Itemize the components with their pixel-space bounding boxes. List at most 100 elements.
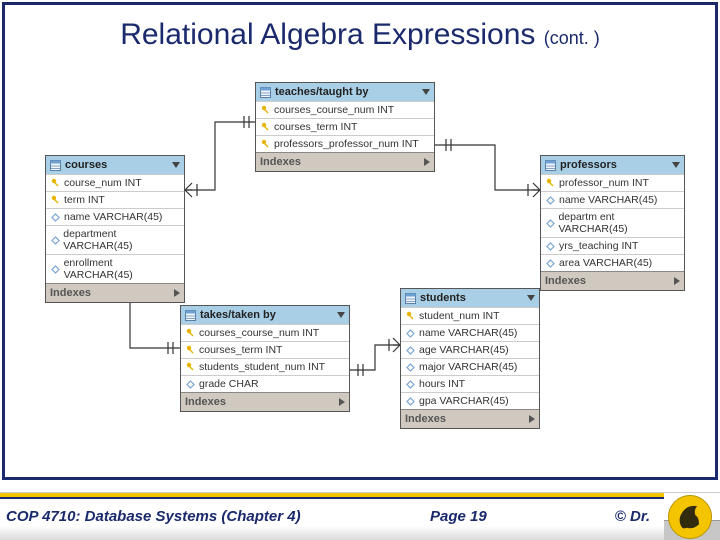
table-icon [50, 160, 61, 171]
column-text: term INT [64, 194, 105, 206]
entity-column: yrs_teaching INT [541, 237, 684, 254]
entity-column: professor_num INT [541, 174, 684, 191]
entity-column: gpa VARCHAR(45) [401, 392, 539, 409]
entity-column: enrollment VARCHAR(45) [46, 254, 184, 283]
collapse-icon [172, 162, 180, 168]
column-text: professor_num INT [559, 177, 649, 189]
entity-column: professors_professor_num INT [256, 135, 434, 152]
diamond-icon [405, 345, 416, 356]
indexes-label: Indexes [50, 287, 91, 299]
indexes-label: Indexes [405, 413, 446, 425]
entity-teaches: teaches/taught by courses_course_num INT c… [255, 82, 435, 172]
entity-column: name VARCHAR(45) [401, 324, 539, 341]
entity-column: courses_course_num INT [256, 101, 434, 118]
diamond-icon [545, 241, 556, 252]
key-icon [185, 328, 196, 339]
entity-column: grade CHAR [181, 375, 349, 392]
column-text: students_student_num INT [199, 361, 325, 373]
column-text: student_num INT [419, 310, 500, 322]
title-cont: (cont. ) [544, 28, 600, 48]
column-text: department VARCHAR(45) [63, 228, 180, 252]
page-title: Relational Algebra Expressions (cont. ) [0, 18, 720, 52]
indexes-label: Indexes [545, 275, 586, 287]
entity-column: students_student_num INT [181, 358, 349, 375]
column-text: name VARCHAR(45) [419, 327, 517, 339]
column-text: courses_term INT [199, 344, 282, 356]
diamond-icon [405, 396, 416, 407]
entity-header-takes: takes/taken by [181, 306, 349, 324]
entity-column: courses_term INT [181, 341, 349, 358]
title-main: Relational Algebra Expressions [120, 18, 535, 51]
key-icon [260, 105, 271, 116]
entity-column: courses_term INT [256, 118, 434, 135]
footer-course: COP 4710: Database Systems (Chapter 4) [6, 508, 301, 525]
key-icon [185, 345, 196, 356]
table-icon [405, 293, 416, 304]
entity-courses: courses course_num INT term INT name VARCHA… [45, 155, 185, 303]
entity-column: course_num INT [46, 174, 184, 191]
er-canvas: courses course_num INT term INT name VARCHA… [0, 70, 720, 490]
entity-indexes: Indexes [541, 271, 684, 290]
entity-indexes: Indexes [46, 283, 184, 302]
expand-icon [339, 398, 345, 406]
collapse-icon [422, 89, 430, 95]
column-text: course_num INT [64, 177, 142, 189]
column-text: courses_term INT [274, 121, 357, 133]
column-text: name VARCHAR(45) [64, 211, 162, 223]
table-icon [260, 87, 271, 98]
footer-page: Page 19 [430, 508, 487, 525]
diamond-icon [50, 212, 61, 223]
column-text: courses_course_num INT [274, 104, 394, 116]
diamond-icon [405, 379, 416, 390]
entity-title: professors [560, 159, 617, 171]
table-icon [545, 160, 556, 171]
key-icon [50, 195, 61, 206]
entity-indexes: Indexes [401, 409, 539, 428]
expand-icon [174, 289, 180, 297]
entity-column: departm ent VARCHAR(45) [541, 208, 684, 237]
expand-icon [674, 277, 680, 285]
entity-title: takes/taken by [200, 309, 276, 321]
entity-column: department VARCHAR(45) [46, 225, 184, 254]
entity-students: studentsstudent_num INTname VARCHAR(45)a… [400, 288, 540, 429]
column-text: professors_professor_num INT [274, 138, 419, 150]
column-text: hours INT [419, 378, 465, 390]
entity-title: students [420, 292, 466, 304]
entity-header-students: students [401, 289, 539, 307]
entity-title: teaches/taught by [275, 86, 369, 98]
key-icon [260, 122, 271, 133]
collapse-icon [527, 295, 535, 301]
entity-header-professors: professors [541, 156, 684, 174]
column-text: area VARCHAR(45) [559, 257, 652, 269]
column-text: gpa VARCHAR(45) [419, 395, 509, 407]
expand-icon [529, 415, 535, 423]
diamond-icon [405, 362, 416, 373]
entity-header-courses: courses [46, 156, 184, 174]
footer-copyright: © Dr. [615, 508, 650, 525]
indexes-label: Indexes [260, 156, 301, 168]
entity-column: name VARCHAR(45) [46, 208, 184, 225]
entity-column: term INT [46, 191, 184, 208]
diamond-icon [545, 195, 556, 206]
table-icon [185, 310, 196, 321]
entity-column: hours INT [401, 375, 539, 392]
entity-column: name VARCHAR(45) [541, 191, 684, 208]
column-text: enrollment VARCHAR(45) [64, 257, 180, 281]
diamond-icon [405, 328, 416, 339]
diamond-icon [185, 379, 196, 390]
column-text: departm ent VARCHAR(45) [558, 211, 680, 235]
column-text: courses_course_num INT [199, 327, 319, 339]
column-text: grade CHAR [199, 378, 259, 390]
diamond-icon [545, 218, 555, 229]
column-text: major VARCHAR(45) [419, 361, 517, 373]
entity-title: courses [65, 159, 107, 171]
entity-header-teaches: teaches/taught by [256, 83, 434, 101]
collapse-icon [672, 162, 680, 168]
key-icon [260, 139, 271, 150]
indexes-label: Indexes [185, 396, 226, 408]
column-text: yrs_teaching INT [559, 240, 638, 252]
key-icon [185, 362, 196, 373]
entity-column: major VARCHAR(45) [401, 358, 539, 375]
entity-column: student_num INT [401, 307, 539, 324]
diamond-icon [545, 258, 556, 269]
